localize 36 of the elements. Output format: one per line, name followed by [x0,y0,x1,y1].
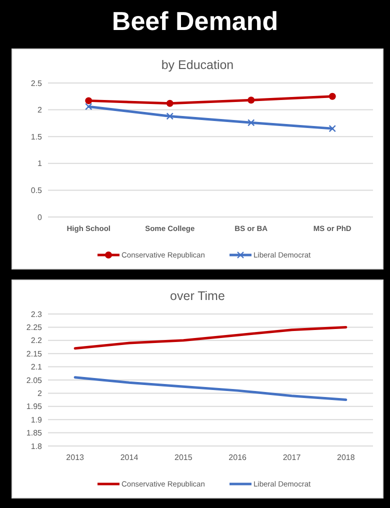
point [248,96,255,104]
point [166,100,174,107]
y-tick-label: 1.85 [26,428,43,438]
y-tick-label: 2 [38,389,43,398]
y-tick-label: 2.5 [30,78,43,88]
y-tick-label: 2.3 [30,310,43,319]
line-series [74,376,348,402]
y-tick-label: 1.9 [30,415,43,424]
y-tick-label: 1.5 [30,132,43,142]
y-tick-label: 1.95 [26,402,43,412]
line-series [74,326,348,350]
x-tick-label: 2018 [337,453,356,462]
point [85,102,92,110]
x-tick-label: 2017 [282,453,302,462]
point [85,97,92,104]
y-tick-label: 2.25 [26,323,43,332]
x-tick-label: 2015 [174,453,193,462]
point [328,124,336,132]
y-tick-label: 2 [38,106,43,115]
y-tick-label: 2.15 [26,349,43,358]
y-tick-label: 0.5 [30,186,43,195]
chart-title: Beef Demand [112,6,278,36]
point [166,112,174,120]
chart-title: over Time [170,289,225,303]
point [248,119,255,126]
y-tick-label: 0 [38,212,43,222]
y-tick-label: 2.1 [30,362,43,372]
y-tick-label: 1.8 [30,442,43,451]
y-tick-label: 2.2 [30,336,43,346]
x-tick-label: 2014 [120,453,139,462]
chart-subtitle: by Education [161,58,234,72]
x-tick-label: 2013 [66,453,85,462]
y-tick-label: 1 [38,159,43,168]
y-tick-label: 2.05 [26,376,43,385]
x-tick-label: 2016 [228,453,248,462]
point [328,92,336,100]
